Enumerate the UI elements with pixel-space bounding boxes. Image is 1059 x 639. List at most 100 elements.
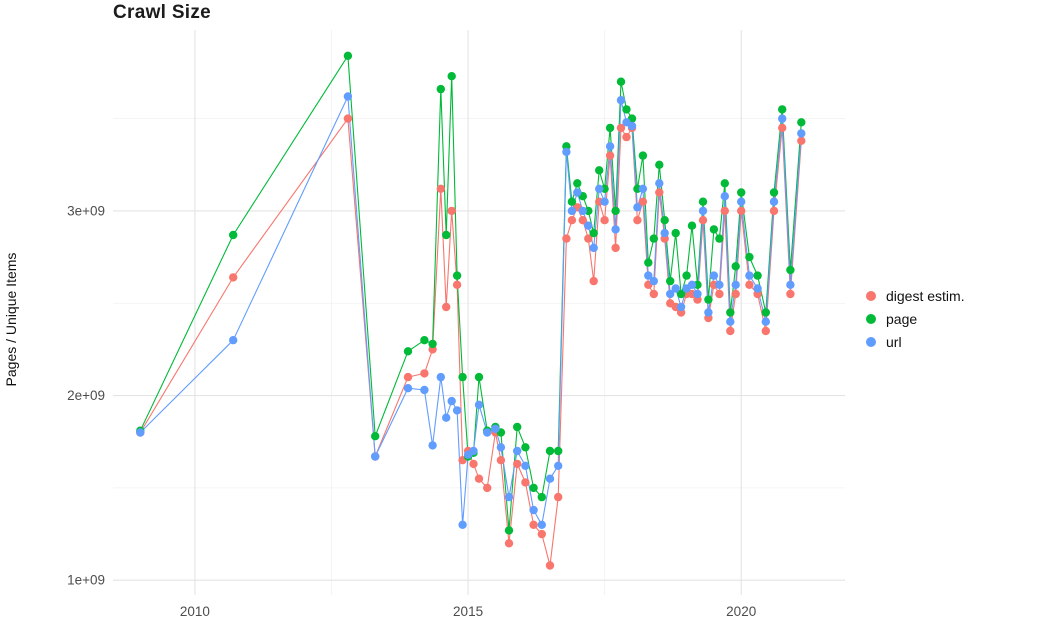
data-point-page: [726, 308, 735, 317]
data-point-page: [737, 188, 746, 197]
data-point-url: [545, 474, 555, 483]
data-point-url: [720, 192, 729, 201]
chart-title: Crawl Size: [113, 2, 212, 23]
legend-dot-icon: [866, 290, 876, 301]
data-point-digest-estim-: [483, 483, 492, 493]
data-point-url: [567, 206, 577, 216]
data-point-digest-estim-: [403, 372, 413, 382]
data-point-page: [731, 262, 740, 271]
data-point-url: [627, 121, 637, 131]
data-point-digest-estim-: [605, 151, 615, 160]
legend: digest estim. page url: [866, 284, 965, 353]
data-point-page: [797, 118, 806, 127]
data-point-digest-estim-: [229, 273, 238, 282]
series-line-url: [139, 95, 802, 526]
data-point-url: [676, 302, 686, 312]
data-point-digest-estim-: [731, 289, 740, 299]
data-point-page: [420, 336, 429, 345]
legend-item-digest-estim-: digest estim.: [866, 284, 965, 307]
legend-item-label: url: [886, 333, 902, 350]
data-point-url: [753, 284, 762, 293]
y-tick-label: 2e+09: [67, 388, 105, 403]
data-point-url: [136, 428, 145, 437]
data-point-page: [567, 197, 577, 206]
y-tick-label: 1e+09: [67, 573, 105, 588]
data-point-url: [504, 492, 514, 502]
data-point-digest-estim-: [496, 456, 506, 465]
data-point-digest-estim-: [720, 206, 729, 216]
data-point-url: [537, 520, 546, 529]
data-point-url: [769, 197, 779, 206]
data-point-url: [452, 406, 462, 415]
data-point-url: [649, 276, 658, 286]
data-point-page: [458, 372, 467, 382]
data-point-url: [496, 443, 506, 452]
data-point-page: [403, 347, 413, 356]
data-point-url: [521, 461, 530, 470]
data-point-url: [638, 184, 648, 193]
data-point-url: [605, 142, 615, 151]
data-point-digest-estim-: [513, 459, 522, 469]
data-point-digest-estim-: [726, 326, 735, 336]
data-point-page: [428, 339, 437, 349]
data-point-digest-estim-: [649, 289, 658, 299]
data-point-url: [554, 461, 563, 470]
y-axis-label: Pages / Unique Items: [3, 252, 19, 387]
data-point-page: [616, 77, 626, 86]
data-point-page: [605, 123, 615, 133]
data-point-url: [491, 424, 500, 433]
data-point-digest-estim-: [737, 206, 746, 216]
series-line-digest-estim-: [139, 118, 802, 567]
data-point-url: [589, 243, 598, 253]
data-point-digest-estim-: [474, 474, 484, 483]
data-point-page: [622, 105, 631, 114]
x-tick-label: 2020: [726, 604, 756, 619]
legend-item-url: url: [866, 330, 965, 353]
data-point-digest-estim-: [442, 302, 451, 312]
data-point-url: [726, 317, 735, 326]
legend-item-page: page: [866, 307, 965, 330]
data-point-digest-estim-: [655, 188, 664, 197]
data-point-digest-estim-: [436, 184, 445, 193]
data-point-page: [611, 206, 620, 216]
data-point-page: [753, 271, 762, 280]
x-tick-label: 2015: [453, 604, 483, 619]
y-tick-label: 3e+09: [67, 203, 105, 218]
data-point-url: [562, 147, 571, 157]
data-point-url: [655, 179, 664, 188]
data-point-url: [644, 271, 653, 280]
data-point-digest-estim-: [589, 276, 598, 286]
data-point-url: [371, 452, 380, 461]
data-point-url: [442, 413, 451, 422]
data-point-page: [436, 84, 445, 94]
data-point-page: [666, 276, 675, 286]
data-point-page: [537, 492, 546, 502]
data-point-digest-estim-: [616, 123, 626, 133]
data-point-url: [687, 280, 697, 289]
data-point-url: [578, 206, 587, 216]
data-point-url: [469, 446, 478, 456]
data-point-digest-estim-: [761, 326, 770, 336]
data-point-page: [720, 179, 729, 188]
data-point-page: [343, 51, 353, 60]
data-point-page: [769, 188, 779, 197]
data-point-digest-estim-: [638, 197, 648, 206]
data-point-digest-estim-: [537, 529, 546, 539]
data-point-digest-estim-: [611, 243, 620, 253]
data-point-page: [709, 225, 719, 234]
data-point-page: [786, 265, 795, 275]
data-point-url: [666, 289, 675, 299]
data-point-url: [715, 280, 724, 289]
legend-item-label: digest estim.: [886, 287, 965, 304]
data-point-page: [638, 151, 648, 160]
data-point-url: [616, 96, 626, 105]
data-point-url: [745, 271, 754, 280]
data-point-url: [595, 184, 604, 193]
data-point-page: [778, 105, 787, 114]
data-point-digest-estim-: [786, 289, 795, 299]
data-point-digest-estim-: [797, 136, 806, 145]
data-point-digest-estim-: [778, 123, 787, 133]
data-point-page: [442, 230, 451, 240]
data-point-digest-estim-: [545, 561, 555, 570]
